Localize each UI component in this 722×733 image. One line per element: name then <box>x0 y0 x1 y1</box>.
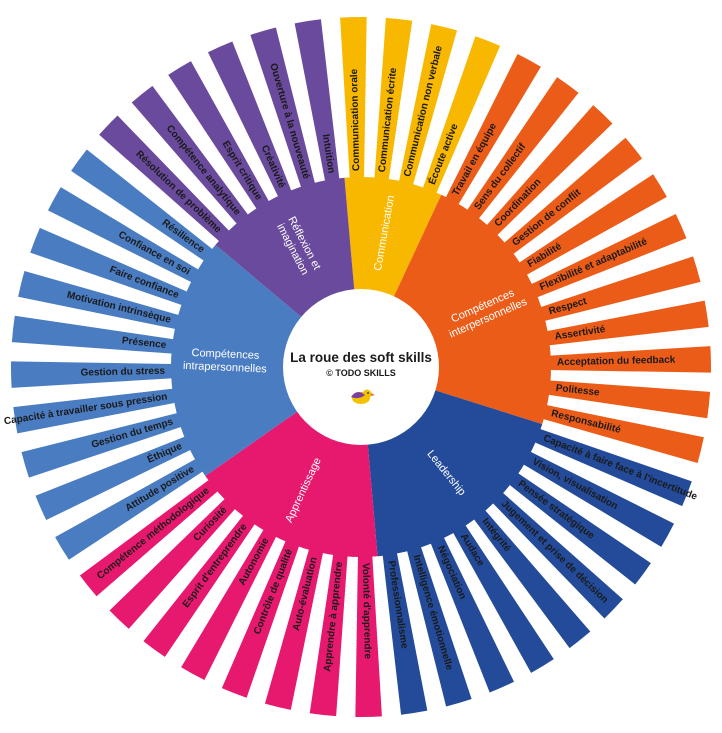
spoke-gestion-du-temps <box>21 403 219 478</box>
center-hub: La roue des soft skills © TODO SKILLS <box>283 289 439 445</box>
spoke-pensee-strategique <box>478 451 651 585</box>
spoke-assertivite <box>508 300 709 350</box>
skill-label-presence: Présence <box>121 335 167 351</box>
spoke-faire-confiance <box>30 227 224 318</box>
spoke-negociation <box>416 501 515 693</box>
skill-label-volonte-d-apprendre: Volonté d'apprendre <box>360 563 373 660</box>
spoke-intuition <box>294 19 344 220</box>
skill-label-acceptation-du-feedback: Acceptation du feedback <box>557 355 676 369</box>
spoke-communication-non-verbale <box>391 24 458 223</box>
spoke-respect <box>503 256 701 331</box>
spoke-politesse <box>509 377 711 419</box>
spoke-capacite-a-faire-face-a-l-incertitude <box>498 416 692 507</box>
sector-competences-intrapersonnelles <box>170 244 361 476</box>
spoke-resolution-de-probleme <box>99 115 257 268</box>
spokes-layer <box>10 16 712 717</box>
spoke-controle-de-qualite <box>221 504 312 698</box>
spoke-communication-ecrite <box>371 17 413 219</box>
skill-label-gestion-du-stress: Gestion du stress <box>80 366 165 379</box>
center-circle <box>283 289 439 445</box>
spoke-travail-en-equipe <box>428 53 541 239</box>
spoke-gestion-de-conflit <box>474 137 643 278</box>
spoke-flexibilite-et-adaptabilite <box>495 213 687 312</box>
spoke-gestion-du-stress <box>10 361 212 388</box>
spoke-volonte-d-apprendre <box>355 516 382 717</box>
spoke-attitude-positive <box>55 439 236 560</box>
spoke-auto-evaluation <box>264 511 331 710</box>
spoke-competence-methodologique <box>79 456 248 597</box>
wheel-subtitle: © TODO SKILLS <box>326 368 395 378</box>
skill-label-communication-orale: Communication orale <box>349 68 362 171</box>
spoke-jugement-et-prise-de-decision <box>465 466 623 619</box>
category-label-competences-intrapersonnelles: Compétencesintrapersonnelles <box>183 347 268 376</box>
spoke-vision-visualisation <box>489 434 675 547</box>
wheel-title: La roue des soft skills <box>290 350 432 365</box>
spoke-sens-du-collectif <box>445 77 579 250</box>
spoke-integrite <box>450 480 591 649</box>
spoke-coordination <box>460 105 613 263</box>
spoke-professionnalisme <box>378 514 428 715</box>
spoke-ouverture-a-la-nouveaute <box>250 27 325 225</box>
spoke-capacite-a-travailler-sous-pression <box>13 384 214 434</box>
spoke-presence <box>11 315 213 357</box>
spoke-competence-analytique <box>131 85 272 254</box>
spoke-responsabilite <box>505 397 704 464</box>
spoke-communication-orale <box>340 16 367 218</box>
spoke-resilience <box>71 149 244 283</box>
spoke-audace <box>433 492 554 673</box>
spoke-esprit-critique <box>168 61 289 242</box>
spoke-fiabilite <box>486 174 667 295</box>
skill-label-politesse: Politesse <box>555 383 600 399</box>
spoke-confiance-en-soi <box>47 187 233 300</box>
spoke-motivation-intrinseque <box>18 270 217 337</box>
spoke-autonomie <box>181 495 294 681</box>
spoke-ethique <box>35 422 227 521</box>
spoke-ecoute-active <box>410 36 501 230</box>
spoke-esprit-d-entreprendre <box>143 484 277 657</box>
bird-icon <box>351 389 375 404</box>
spoke-intelligence-emotionnelle <box>397 509 472 707</box>
spoke-apprendre-a-apprendre <box>309 515 351 717</box>
skill-label-curiosite: Curiosité <box>192 504 230 543</box>
spoke-curiosite <box>109 471 262 629</box>
spoke-acceptation-du-feedback <box>510 346 712 373</box>
spoke-creativite <box>207 41 306 233</box>
